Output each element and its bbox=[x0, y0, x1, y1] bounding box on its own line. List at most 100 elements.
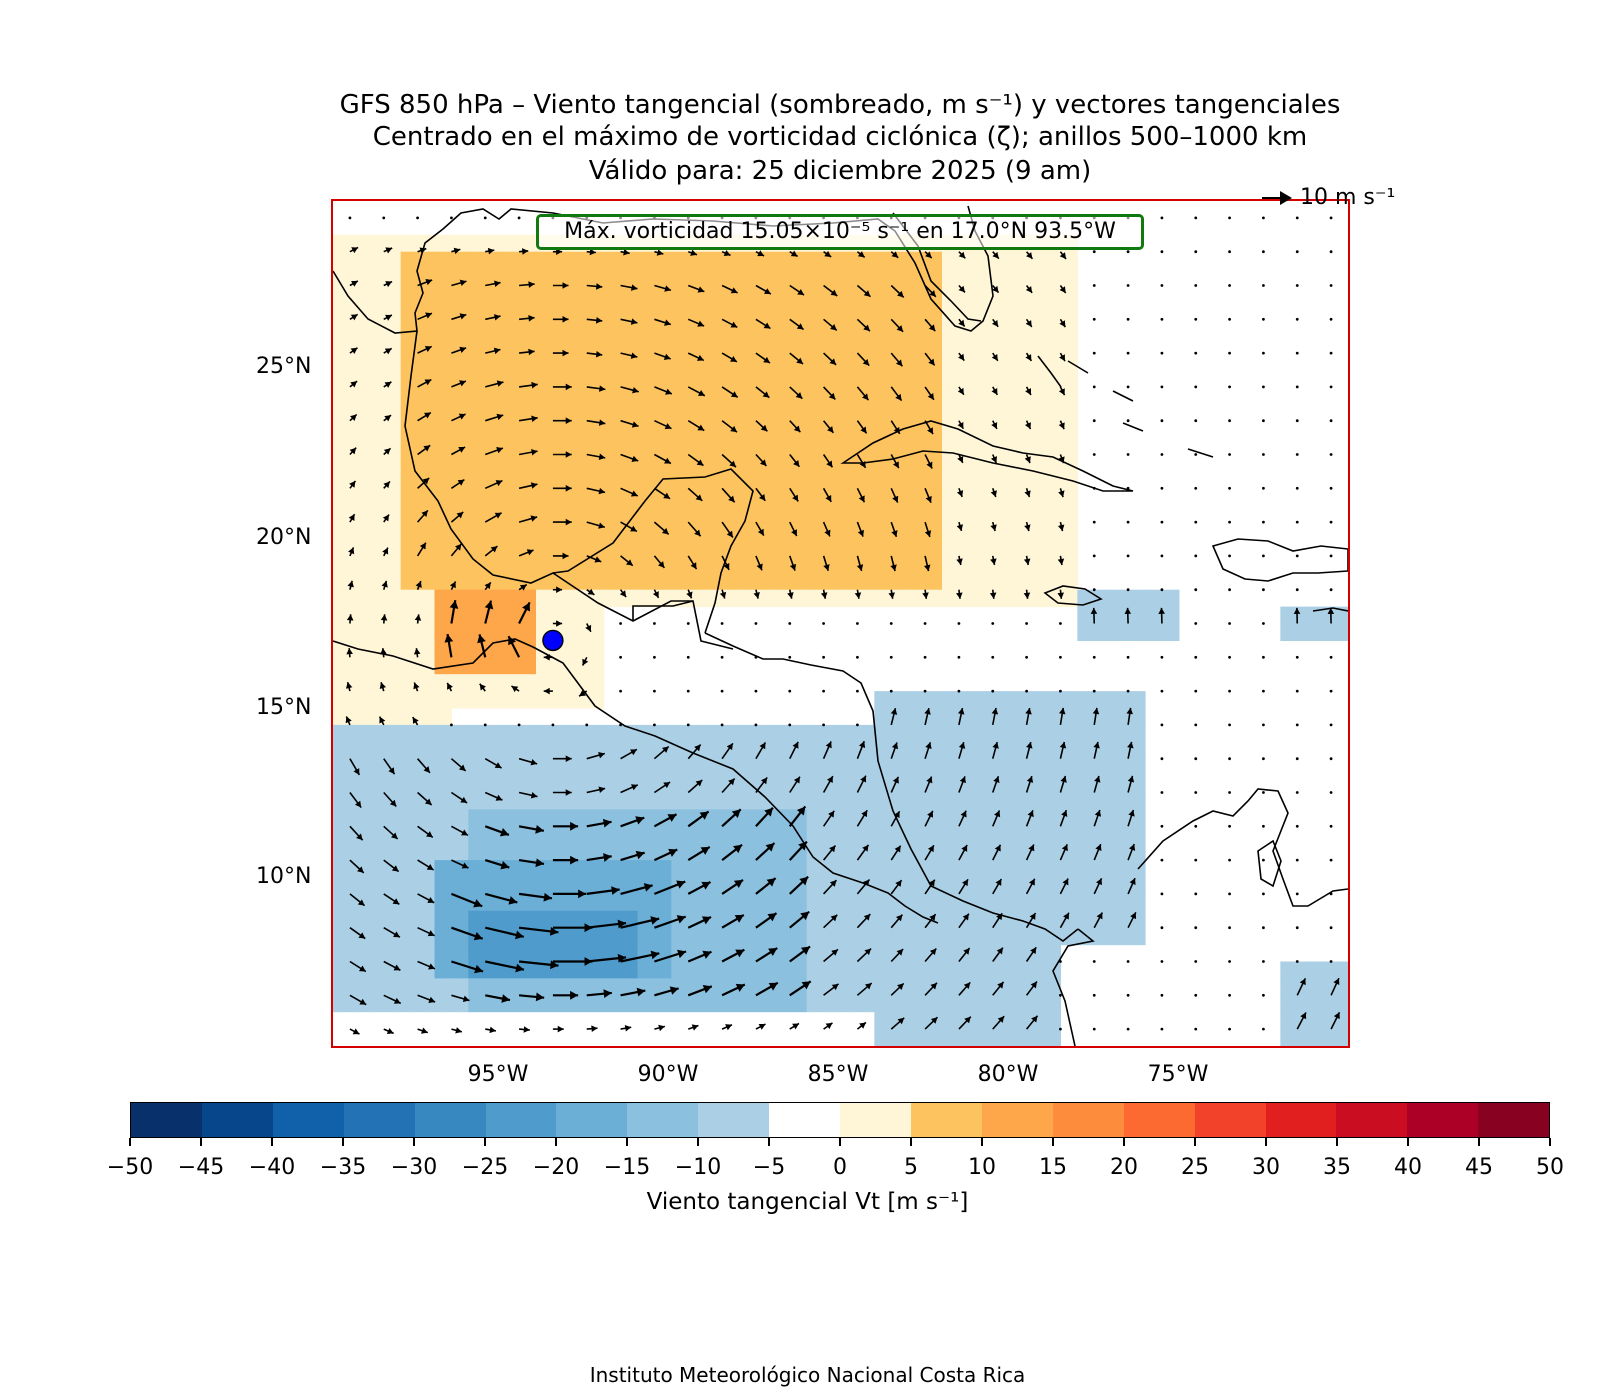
shading-cell bbox=[925, 1029, 943, 1046]
shading-cell bbox=[806, 285, 825, 303]
wind-vector bbox=[451, 247, 461, 255]
shading-cell bbox=[1077, 708, 1095, 726]
wind-vector bbox=[552, 383, 572, 391]
shading-cell bbox=[654, 877, 672, 895]
shading-cell bbox=[1043, 488, 1062, 506]
wind-vector bbox=[1092, 385, 1096, 389]
wind-vector bbox=[1329, 791, 1333, 794]
wind-vector bbox=[586, 317, 603, 324]
wind-vector bbox=[1059, 878, 1069, 895]
wind-vector bbox=[1127, 843, 1136, 861]
wind-vector bbox=[519, 1026, 530, 1033]
shading-cell bbox=[333, 353, 351, 371]
shading-cell bbox=[519, 826, 537, 844]
shading-cell bbox=[333, 657, 351, 675]
shading-cell bbox=[874, 471, 892, 489]
shading-cell bbox=[958, 826, 977, 844]
shading-cell bbox=[942, 927, 960, 946]
shading-cell bbox=[874, 285, 892, 303]
shading-cell bbox=[586, 860, 605, 878]
shading-cell bbox=[383, 640, 402, 658]
wind-vector bbox=[1295, 723, 1299, 727]
wind-vector bbox=[1126, 707, 1133, 726]
shading-cell bbox=[654, 370, 672, 388]
shading-cell bbox=[908, 488, 926, 506]
shading-cell bbox=[942, 978, 960, 996]
wind-vector bbox=[654, 419, 672, 430]
wind-vector bbox=[1126, 385, 1130, 389]
wind-vector bbox=[823, 284, 838, 297]
shading-cell bbox=[739, 995, 757, 1013]
shading-cell bbox=[688, 437, 706, 456]
wind-vector bbox=[620, 883, 653, 895]
shading-cell bbox=[468, 1029, 486, 1046]
shading-cell bbox=[349, 420, 368, 439]
shading-cell bbox=[908, 285, 926, 303]
shading-cell bbox=[586, 893, 605, 912]
wind-vector bbox=[1059, 251, 1067, 260]
shading-cell bbox=[400, 893, 419, 912]
shading-cell bbox=[1111, 741, 1129, 760]
shading-cell bbox=[502, 1012, 520, 1030]
shading-cell bbox=[823, 505, 842, 523]
colorbar-bin-3 bbox=[343, 1103, 415, 1137]
shading-cell bbox=[975, 471, 994, 489]
shading-cell bbox=[434, 708, 453, 726]
shading-cell bbox=[552, 691, 571, 709]
shading-cell bbox=[705, 539, 723, 557]
shading-cell bbox=[552, 944, 571, 963]
shading-cell bbox=[975, 910, 994, 929]
shading-cell bbox=[1043, 555, 1062, 574]
shading-cell bbox=[992, 302, 1011, 320]
wind-vector bbox=[1059, 843, 1068, 861]
shading-cell bbox=[1297, 606, 1315, 625]
wind-vector bbox=[1262, 554, 1265, 558]
shading-cell bbox=[569, 741, 588, 760]
shading-cell bbox=[569, 961, 588, 979]
wind-vector bbox=[991, 689, 995, 693]
shading-cell bbox=[671, 995, 689, 1013]
shading-cell bbox=[1043, 724, 1062, 743]
shading-cell bbox=[569, 268, 588, 287]
shading-cell bbox=[1043, 758, 1062, 777]
shading-cell bbox=[705, 978, 723, 996]
shading-cell bbox=[620, 572, 639, 591]
wind-vector bbox=[1024, 521, 1031, 532]
shading-cell bbox=[485, 927, 503, 946]
shading-cell bbox=[857, 268, 875, 287]
shading-cell bbox=[705, 809, 723, 827]
colorbar-tick bbox=[839, 1138, 841, 1146]
shading-cell bbox=[874, 978, 892, 996]
wind-vector bbox=[822, 555, 830, 572]
shading-cell bbox=[1128, 826, 1146, 844]
shading-cell bbox=[958, 539, 977, 557]
shading-cell bbox=[569, 488, 588, 506]
shading-cell bbox=[1043, 437, 1062, 456]
shading-cell bbox=[383, 775, 402, 794]
shading-cell bbox=[942, 336, 960, 354]
shading-cell bbox=[722, 572, 740, 591]
shading-cell bbox=[789, 471, 808, 489]
wind-vector bbox=[755, 420, 768, 432]
shading-cell bbox=[654, 420, 672, 439]
shading-cell bbox=[992, 370, 1011, 388]
shading-cell bbox=[451, 860, 469, 878]
wind-vector bbox=[856, 844, 870, 861]
colorbar-bin-16 bbox=[1265, 1103, 1337, 1137]
wind-vector bbox=[1329, 757, 1333, 761]
shading-cell bbox=[739, 1029, 757, 1046]
shading-cell bbox=[536, 285, 554, 303]
wind-vector bbox=[1194, 419, 1198, 423]
shading-cell bbox=[366, 1029, 385, 1046]
wind-vector bbox=[822, 386, 836, 401]
border-mexico-guatemala bbox=[552, 572, 734, 650]
shading-cell bbox=[383, 386, 402, 405]
shading-cell bbox=[519, 978, 537, 996]
wind-vector bbox=[1194, 486, 1198, 490]
shading-cell bbox=[603, 488, 622, 506]
shading-cell bbox=[925, 961, 943, 979]
shading-cell bbox=[400, 234, 419, 253]
shading-cell bbox=[349, 555, 368, 574]
coastline-central-america-caribbean bbox=[704, 632, 1079, 942]
shading-cell bbox=[417, 860, 436, 878]
